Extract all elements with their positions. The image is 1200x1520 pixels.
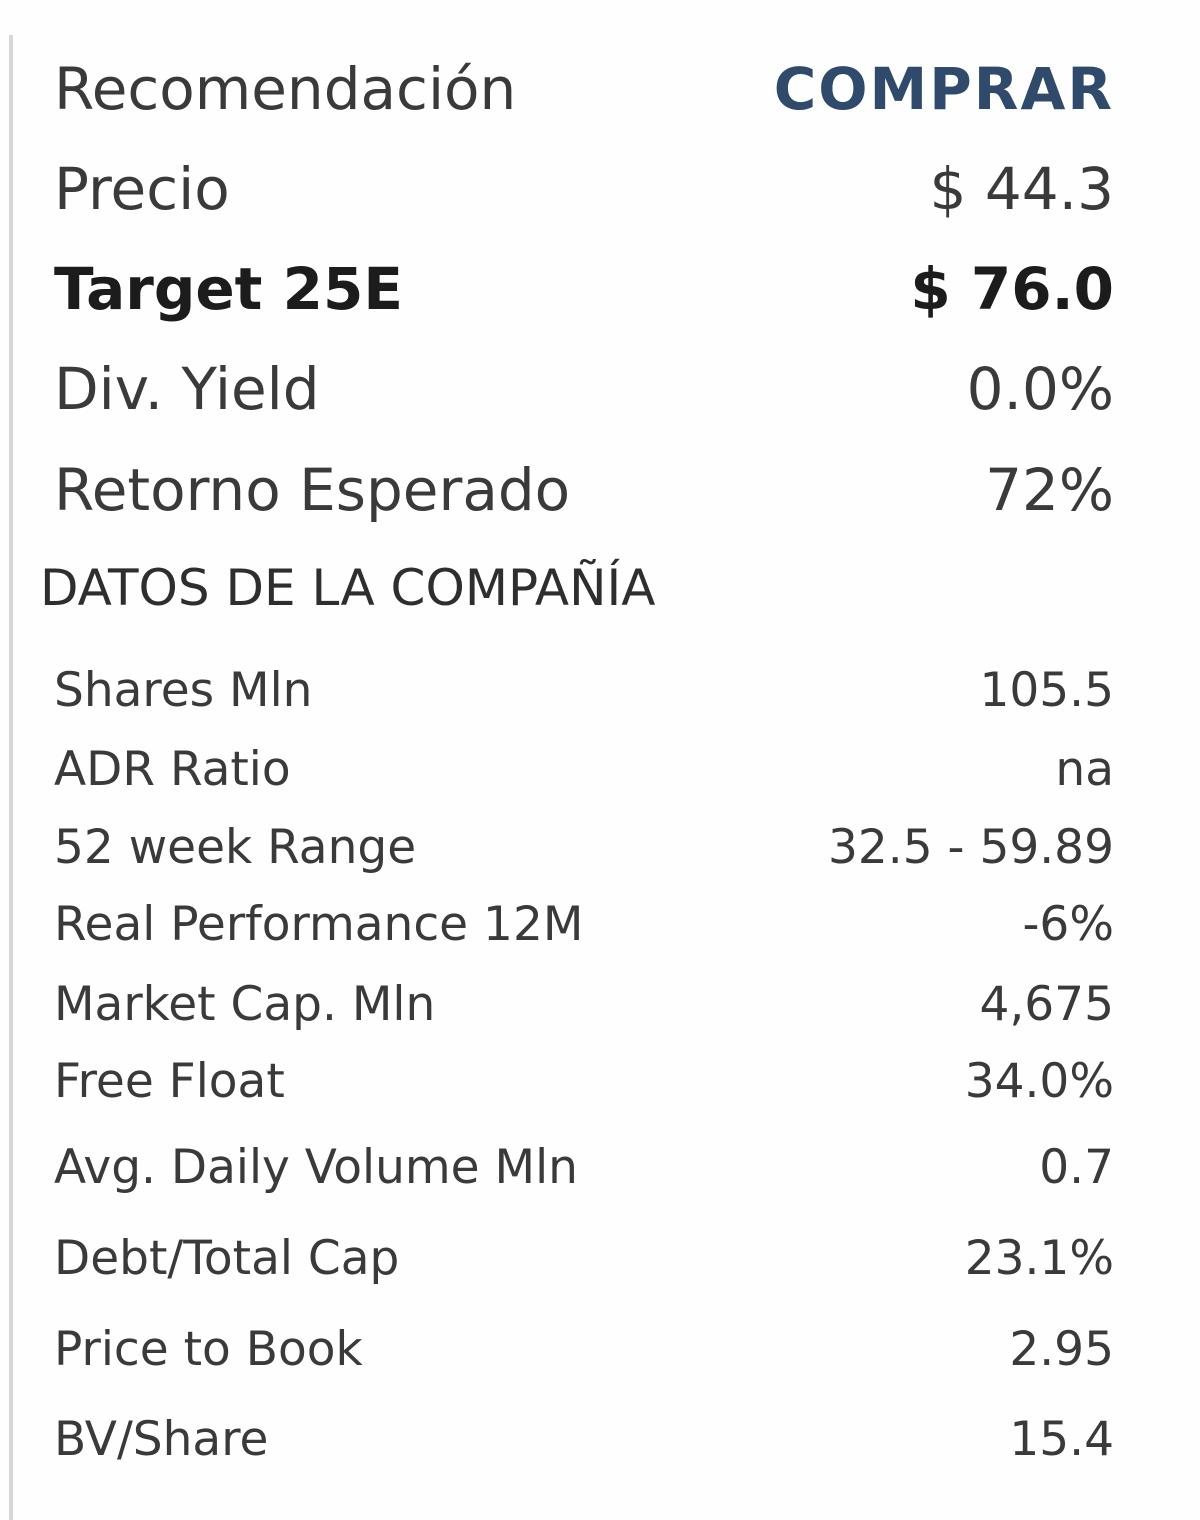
company-row-label: Avg. Daily Volume Mln <box>54 1139 578 1195</box>
company-data-title: DATOS DE LA COMPAÑÍA <box>40 559 656 617</box>
target-label: Target 25E <box>54 255 403 323</box>
company-row-debt-total-cap: Debt/Total Cap 23.1% <box>54 1220 1114 1296</box>
company-row-label: Price to Book <box>54 1321 363 1377</box>
company-row-value: 34.0% <box>964 1053 1114 1109</box>
company-row-market-cap: Market Cap. Mln 4,675 <box>54 966 1114 1042</box>
recommendation-row: Recomendación COMPRAR <box>54 44 1114 134</box>
company-row-price-to-book: Price to Book 2.95 <box>54 1311 1114 1387</box>
company-row-label: Market Cap. Mln <box>54 976 436 1032</box>
company-row-shares: Shares Mln 105.5 <box>54 652 1114 728</box>
company-row-label: Real Performance 12M <box>54 896 584 952</box>
company-row-label: Debt/Total Cap <box>54 1230 400 1286</box>
company-row-value: 4,675 <box>979 976 1114 1032</box>
company-row-label: ADR Ratio <box>54 741 291 797</box>
company-row-real-performance: Real Performance 12M -6% <box>54 886 1114 962</box>
company-row-value: 15.4 <box>1009 1411 1114 1467</box>
company-row-bv-share: BV/Share 15.4 <box>54 1401 1114 1477</box>
expected-return-label: Retorno Esperado <box>54 456 571 524</box>
company-row-value: 32.5 - 59.89 <box>827 819 1114 875</box>
recommendation-value: COMPRAR <box>773 55 1114 123</box>
expected-return-value: 72% <box>985 456 1114 524</box>
target-value: $ 76.0 <box>910 255 1114 323</box>
company-row-avg-daily-volume: Avg. Daily Volume Mln 0.7 <box>54 1129 1114 1205</box>
company-row-value: -6% <box>1022 896 1114 952</box>
company-row-label: Free Float <box>54 1053 285 1109</box>
company-row-value: 105.5 <box>979 662 1114 718</box>
left-border-rule <box>9 35 13 1520</box>
recommendation-label: Recomendación <box>54 55 517 123</box>
price-row: Precio $ 44.3 <box>54 144 1114 234</box>
expected-return-row: Retorno Esperado 72% <box>54 445 1114 535</box>
company-row-adr-ratio: ADR Ratio na <box>54 731 1114 807</box>
company-row-label: 52 week Range <box>54 819 417 875</box>
company-row-value: na <box>1055 741 1114 797</box>
target-row: Target 25E $ 76.0 <box>54 244 1114 334</box>
div-yield-value: 0.0% <box>966 355 1114 423</box>
div-yield-row: Div. Yield 0.0% <box>54 344 1114 434</box>
company-row-52-week-range: 52 week Range 32.5 - 59.89 <box>54 809 1114 885</box>
company-row-value: 23.1% <box>964 1230 1114 1286</box>
div-yield-label: Div. Yield <box>54 355 320 423</box>
company-row-label: BV/Share <box>54 1411 269 1467</box>
price-value: $ 44.3 <box>929 155 1114 223</box>
company-row-value: 2.95 <box>1009 1321 1114 1377</box>
company-row-value: 0.7 <box>1039 1139 1114 1195</box>
company-row-label: Shares Mln <box>54 662 313 718</box>
company-row-free-float: Free Float 34.0% <box>54 1043 1114 1119</box>
price-label: Precio <box>54 155 230 223</box>
